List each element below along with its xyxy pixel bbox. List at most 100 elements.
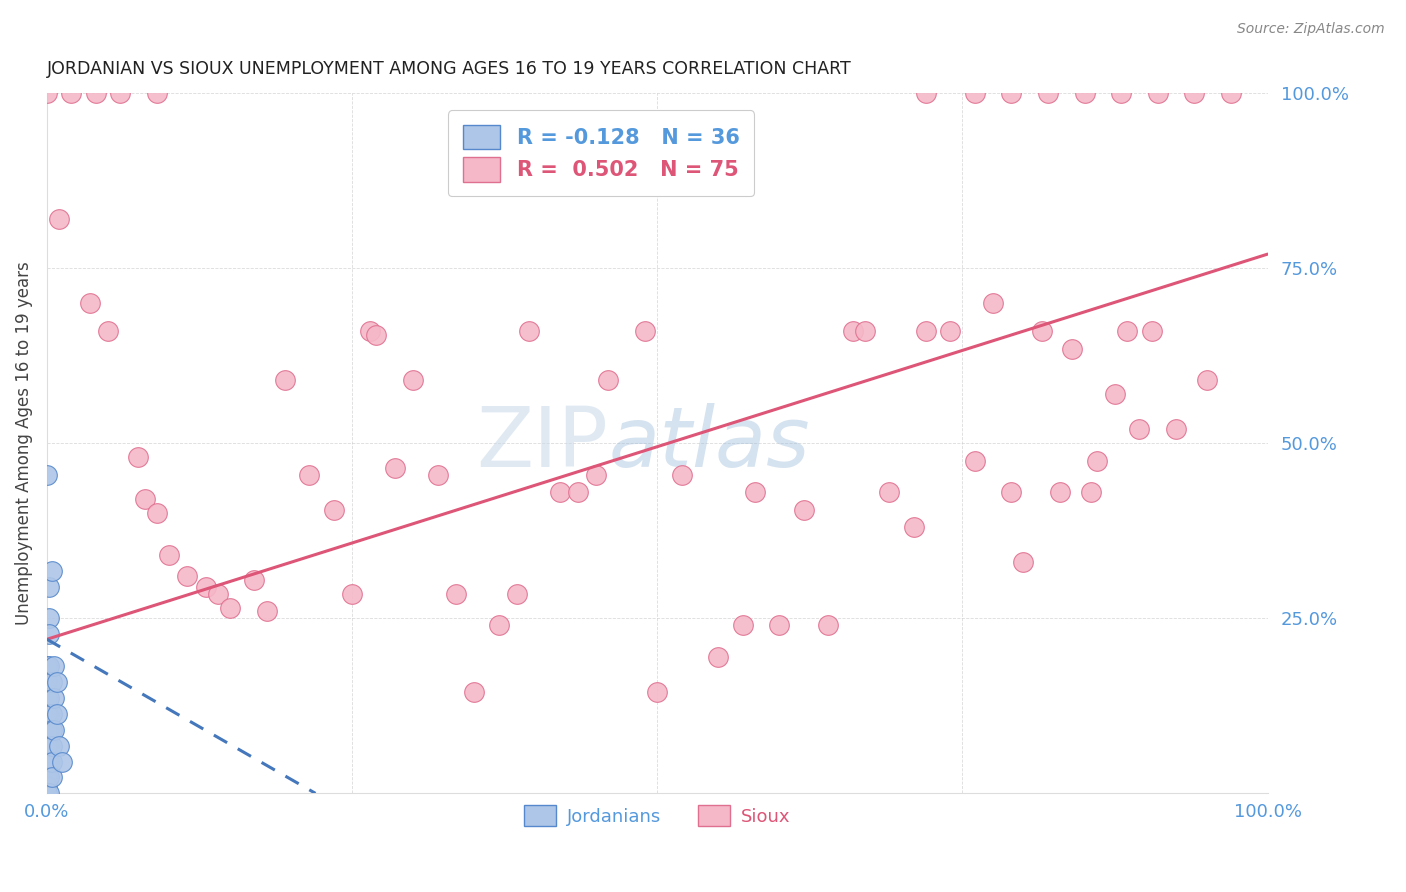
Point <box>1085 453 1108 467</box>
Point <box>38 770 60 784</box>
Point <box>127 450 149 465</box>
Point <box>359 324 381 338</box>
Point <box>35 755 58 769</box>
Point <box>41 770 63 784</box>
Point <box>1164 422 1187 436</box>
Text: JORDANIAN VS SIOUX UNEMPLOYMENT AMONG AGES 16 TO 19 YEARS CORRELATION CHART: JORDANIAN VS SIOUX UNEMPLOYMENT AMONG AG… <box>46 60 852 78</box>
Point <box>145 506 167 520</box>
Point <box>38 627 60 641</box>
Text: atlas: atlas <box>609 402 810 483</box>
Point <box>35 739 58 753</box>
Point <box>35 723 58 737</box>
Point <box>48 739 70 753</box>
Point <box>817 618 839 632</box>
Point <box>548 485 571 500</box>
Point <box>426 467 449 482</box>
Point <box>35 706 58 721</box>
Point <box>1000 86 1022 100</box>
Point <box>939 324 962 338</box>
Point <box>35 691 58 706</box>
Text: Source: ZipAtlas.com: Source: ZipAtlas.com <box>1237 22 1385 37</box>
Point <box>506 587 529 601</box>
Point <box>97 324 120 338</box>
Point <box>402 373 425 387</box>
Point <box>877 485 900 500</box>
Point <box>1140 324 1163 338</box>
Point <box>903 520 925 534</box>
Point <box>44 659 66 673</box>
Point <box>1036 86 1059 100</box>
Point <box>79 296 101 310</box>
Point <box>634 324 657 338</box>
Point <box>963 86 986 100</box>
Point <box>38 659 60 673</box>
Point <box>744 485 766 500</box>
Point <box>1220 86 1243 100</box>
Point <box>1073 86 1095 100</box>
Point <box>176 569 198 583</box>
Point <box>38 755 60 769</box>
Point <box>598 373 620 387</box>
Point <box>1195 373 1218 387</box>
Point <box>444 587 467 601</box>
Point <box>1012 555 1035 569</box>
Point <box>41 723 63 737</box>
Point <box>41 739 63 753</box>
Y-axis label: Unemployment Among Ages 16 to 19 years: Unemployment Among Ages 16 to 19 years <box>15 261 32 625</box>
Point <box>1128 422 1150 436</box>
Point <box>44 691 66 706</box>
Point <box>274 373 297 387</box>
Point <box>41 755 63 769</box>
Point <box>38 611 60 625</box>
Point <box>41 564 63 578</box>
Point <box>366 327 388 342</box>
Point <box>41 675 63 690</box>
Point <box>963 453 986 467</box>
Point <box>322 502 344 516</box>
Point <box>256 604 278 618</box>
Point <box>219 600 242 615</box>
Point <box>51 755 73 769</box>
Point <box>585 467 607 482</box>
Point <box>44 723 66 737</box>
Point <box>793 502 815 516</box>
Point <box>1104 387 1126 401</box>
Point <box>35 467 58 482</box>
Point <box>60 86 83 100</box>
Point <box>38 723 60 737</box>
Point <box>645 685 668 699</box>
Point <box>1146 86 1168 100</box>
Point <box>1049 485 1071 500</box>
Point <box>298 467 321 482</box>
Point <box>38 691 60 706</box>
Point <box>35 786 58 800</box>
Point <box>1062 342 1084 356</box>
Point <box>35 770 58 784</box>
Point <box>841 324 863 338</box>
Point <box>517 324 540 338</box>
Text: ZIP: ZIP <box>477 402 609 483</box>
Point <box>145 86 167 100</box>
Point <box>1031 324 1053 338</box>
Point <box>707 649 730 664</box>
Point <box>488 618 510 632</box>
Point <box>35 674 58 689</box>
Point <box>84 86 107 100</box>
Point <box>384 460 406 475</box>
Point <box>731 618 754 632</box>
Point <box>981 296 1004 310</box>
Point <box>671 467 693 482</box>
Point <box>35 86 58 100</box>
Point <box>914 86 936 100</box>
Point <box>768 618 790 632</box>
Point <box>48 212 70 227</box>
Point <box>243 573 266 587</box>
Point <box>1080 485 1102 500</box>
Legend: Jordanians, Sioux: Jordanians, Sioux <box>517 798 797 833</box>
Point <box>38 786 60 800</box>
Point <box>1116 324 1139 338</box>
Point <box>1000 485 1022 500</box>
Point <box>41 706 63 721</box>
Point <box>1109 86 1132 100</box>
Point <box>45 675 67 690</box>
